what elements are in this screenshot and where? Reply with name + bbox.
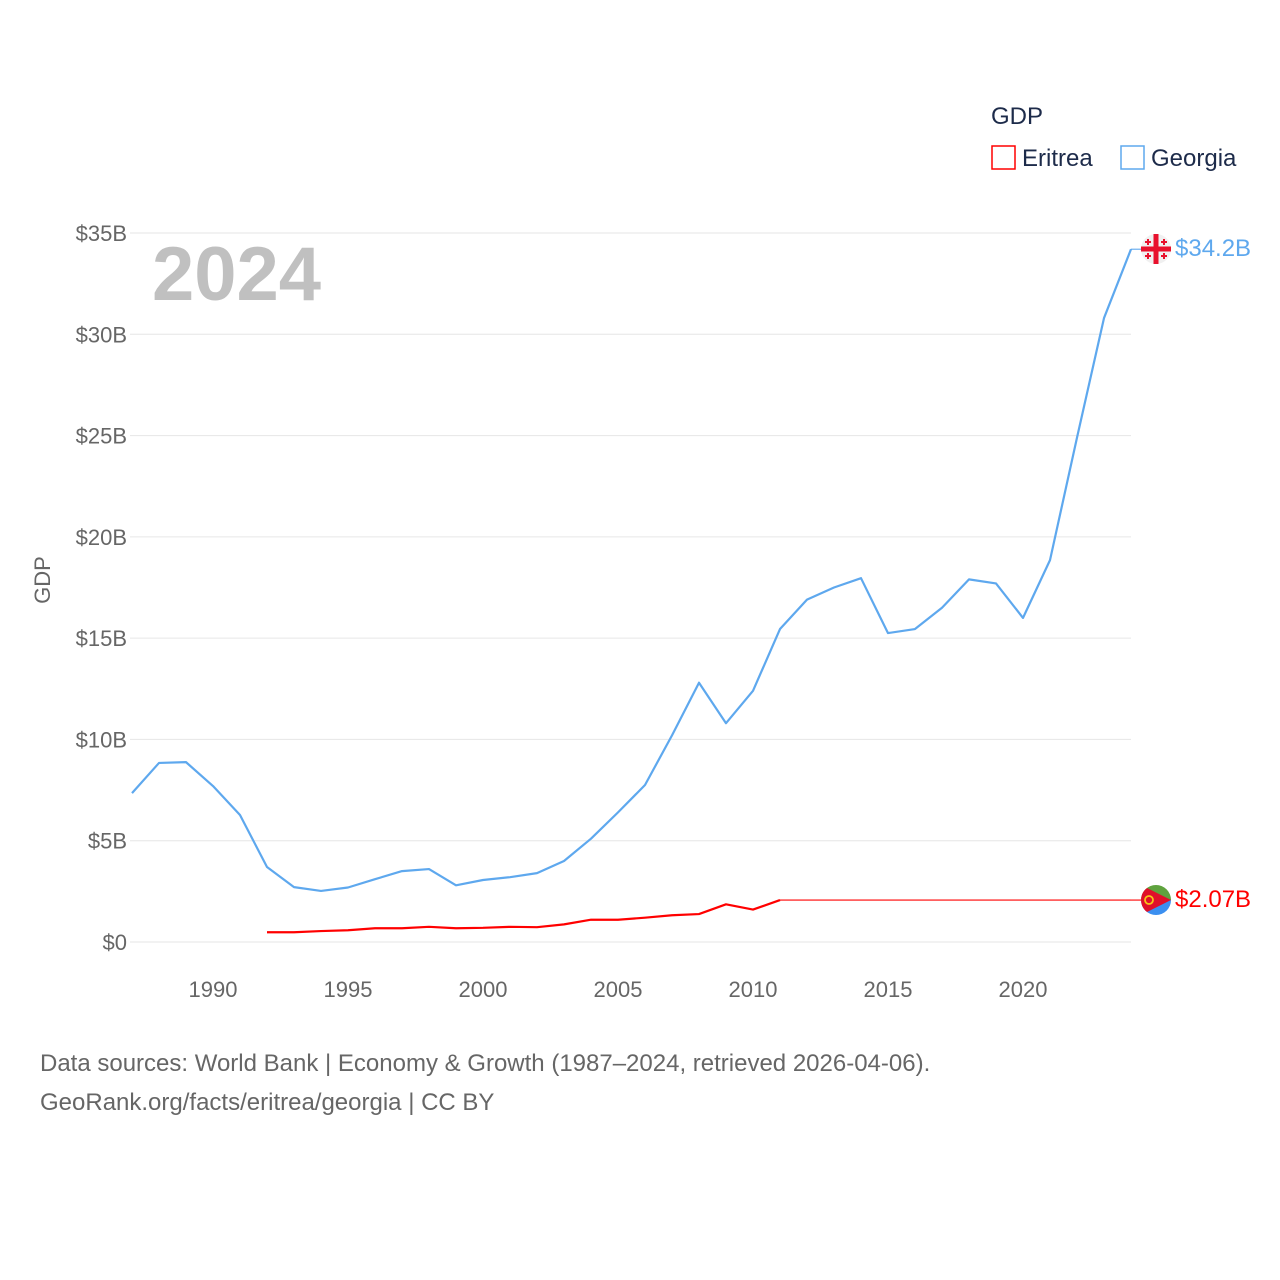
legend-label-eritrea: Eritrea [1022,145,1093,172]
y-tick-label: $30B [76,322,127,347]
footer-link-line[interactable]: GeoRank.org/facts/eritrea/georgia | CC B… [40,1089,495,1116]
legend: GDP Eritrea Georgia [991,103,1237,172]
eritrea-end-label: $2.07B [1175,886,1251,913]
legend-title: GDP [991,103,1043,130]
georgia-end-label: $34.2B [1175,235,1251,262]
legend-label-georgia: Georgia [1151,145,1237,172]
y-tick-label: $10B [76,727,127,752]
footer-source-line: Data sources: World Bank | Economy & Gro… [40,1050,931,1077]
georgia-line [131,248,1133,893]
y-tick-label: $15B [76,626,127,651]
y-tick-label: $25B [76,424,127,449]
x-tick-label: 2020 [999,977,1048,1002]
x-tick-label: 2005 [594,977,643,1002]
grid-lines [130,232,1131,943]
y-tick-label: $20B [76,525,127,550]
legend-swatch-georgia [1120,145,1145,170]
legend-swatch-eritrea [991,145,1016,170]
legend-item-georgia[interactable]: Georgia [1120,145,1237,172]
georgia-flag-icon [1141,234,1171,264]
legend-item-eritrea[interactable]: Eritrea [991,145,1093,172]
x-tick-label: 1990 [189,977,238,1002]
year-watermark: 2024 [152,232,321,317]
y-axis-label: GDP [30,556,55,604]
y-tick-label: $5B [88,829,127,854]
x-tick-label: 2000 [459,977,508,1002]
y-tick-label: $35B [76,221,127,246]
footer-sources: Data sources: World Bank | Economy & Gro… [40,1044,930,1122]
x-tick-label: 1995 [324,977,373,1002]
eritrea-line [267,899,781,934]
eritrea-flag-icon [1141,885,1171,915]
series-lines [131,248,1141,934]
x-axis-ticks: 1990 1995 2000 2005 2010 2015 2020 [189,977,1048,1002]
y-tick-label: $0 [103,930,127,955]
x-tick-label: 2010 [729,977,778,1002]
x-tick-label: 2015 [864,977,913,1002]
y-axis-ticks: $0 $5B $10B $15B $20B $25B $30B $35B [76,221,127,955]
